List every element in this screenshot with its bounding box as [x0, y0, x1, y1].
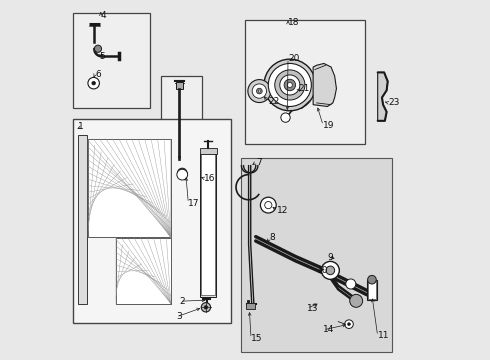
- Text: 1: 1: [77, 122, 83, 131]
- Text: 18: 18: [288, 18, 299, 27]
- Text: 13: 13: [307, 304, 318, 313]
- Text: 23: 23: [389, 98, 400, 107]
- Circle shape: [269, 63, 311, 107]
- Bar: [201, 154, 215, 296]
- Text: 19: 19: [323, 121, 335, 130]
- Text: 16: 16: [204, 174, 215, 183]
- Text: 21: 21: [298, 84, 310, 93]
- Circle shape: [265, 202, 272, 209]
- Text: 3: 3: [176, 312, 182, 321]
- Circle shape: [275, 70, 305, 100]
- Text: 22: 22: [269, 97, 280, 106]
- Circle shape: [346, 279, 356, 289]
- Text: 8: 8: [270, 233, 275, 242]
- Circle shape: [260, 197, 276, 213]
- Circle shape: [177, 169, 188, 180]
- Polygon shape: [313, 63, 337, 107]
- Bar: [367, 280, 377, 300]
- Bar: [73, 119, 231, 323]
- Circle shape: [252, 84, 267, 98]
- Bar: [176, 82, 183, 89]
- Circle shape: [350, 294, 363, 307]
- Circle shape: [284, 79, 295, 91]
- Polygon shape: [378, 72, 388, 121]
- Circle shape: [287, 82, 293, 87]
- Bar: [116, 238, 171, 304]
- Text: 2: 2: [180, 297, 185, 306]
- Circle shape: [256, 88, 262, 94]
- Text: 11: 11: [378, 332, 389, 341]
- Circle shape: [248, 80, 271, 103]
- Circle shape: [88, 77, 99, 89]
- Bar: [78, 135, 87, 304]
- Circle shape: [321, 261, 339, 279]
- Circle shape: [344, 320, 353, 328]
- Bar: [246, 303, 255, 309]
- Text: 14: 14: [323, 325, 335, 334]
- Text: 20: 20: [288, 54, 299, 63]
- Circle shape: [347, 323, 350, 325]
- Polygon shape: [242, 158, 392, 352]
- Circle shape: [95, 45, 101, 52]
- Text: 15: 15: [251, 334, 263, 343]
- Circle shape: [92, 81, 96, 85]
- Text: 10: 10: [317, 266, 328, 275]
- Bar: [368, 282, 376, 299]
- Circle shape: [201, 303, 211, 312]
- Text: 17: 17: [188, 199, 200, 208]
- Bar: [161, 76, 202, 187]
- Circle shape: [258, 90, 260, 92]
- Text: 5: 5: [100, 52, 105, 61]
- Text: 12: 12: [277, 206, 289, 215]
- Bar: [73, 13, 150, 108]
- Bar: [200, 153, 216, 297]
- Text: 7: 7: [256, 158, 262, 167]
- Bar: [200, 148, 217, 154]
- Circle shape: [368, 275, 376, 284]
- Text: 4: 4: [101, 10, 106, 19]
- Circle shape: [281, 113, 290, 122]
- Text: 9: 9: [327, 253, 333, 262]
- Circle shape: [204, 306, 208, 309]
- Text: 6: 6: [95, 70, 101, 79]
- Bar: [245, 21, 365, 144]
- Circle shape: [264, 59, 316, 111]
- Circle shape: [280, 75, 300, 95]
- Bar: [88, 139, 171, 237]
- Circle shape: [326, 266, 335, 275]
